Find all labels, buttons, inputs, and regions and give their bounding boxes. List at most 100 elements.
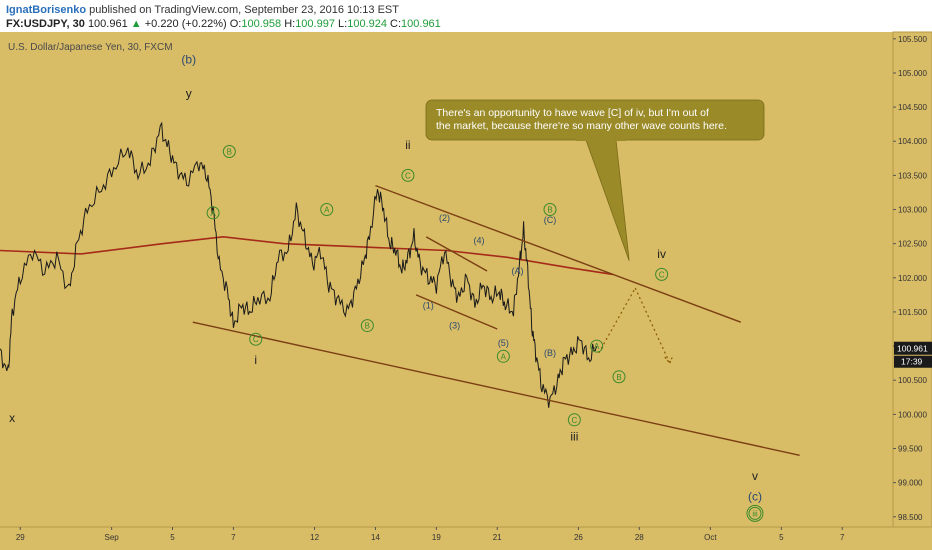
y-tick-label: 102.000 xyxy=(898,274,927,283)
mini-channel-bottom-line xyxy=(415,294,498,330)
x-tick-label: 26 xyxy=(574,533,583,542)
publish-info: published on TradingView.com, September … xyxy=(86,4,399,16)
wave-ring xyxy=(401,168,415,182)
wave-label: (C) xyxy=(544,215,557,225)
wave-label: (2) xyxy=(439,213,450,223)
wave-ring xyxy=(590,339,604,353)
y-tick-label: 103.000 xyxy=(898,206,927,215)
wave-label: iv xyxy=(657,247,666,261)
wave-label-circled: A xyxy=(590,339,604,353)
open-value: 100.958 xyxy=(241,18,282,30)
wave-label-circled: A xyxy=(320,203,334,217)
y-tick-label: 102.500 xyxy=(898,240,927,249)
price-axis xyxy=(892,31,932,528)
lower-channel-line xyxy=(192,321,800,456)
x-tick-label: Oct xyxy=(704,533,717,542)
wave-ring xyxy=(206,206,220,220)
wave-label: C xyxy=(659,270,665,279)
x-tick-label: 21 xyxy=(493,533,502,542)
wave-label: A xyxy=(594,342,600,351)
wave-label-circled: iii xyxy=(746,504,764,522)
chart-title: U.S. Dollar/Japanese Yen, 30, FXCM xyxy=(8,42,173,53)
wave-label-circled: B xyxy=(222,144,236,158)
wave-label: v xyxy=(752,469,758,483)
x-tick-label: 19 xyxy=(432,533,441,542)
wave-label: C xyxy=(405,171,411,180)
x-tick-label: 5 xyxy=(170,533,175,542)
x-tick-label: 12 xyxy=(310,533,319,542)
high-value: 100.997 xyxy=(295,18,335,30)
callout-joint xyxy=(576,138,626,141)
wave-label: y xyxy=(186,87,192,101)
y-tick-label: 99.000 xyxy=(898,479,923,488)
wave-ring xyxy=(222,144,236,158)
projection-arrowhead-icon xyxy=(664,355,674,365)
price-line xyxy=(0,121,598,408)
projection-down-line xyxy=(634,287,671,364)
author-link[interactable]: IgnatBorisenko xyxy=(6,4,87,16)
last-price: 100.961 xyxy=(87,18,128,30)
y-tick-label: 103.500 xyxy=(898,171,927,180)
last-price-tag xyxy=(894,341,932,355)
wave-label: i xyxy=(254,353,257,367)
wave-ring xyxy=(655,267,669,281)
y-tick-label: 101.500 xyxy=(898,308,927,317)
wave-outer-ring xyxy=(746,504,764,522)
close-label: C: xyxy=(390,18,402,30)
time-axis xyxy=(0,527,932,550)
callout-text-line: the market, because there're so many oth… xyxy=(436,120,727,132)
wave-label: (c) xyxy=(748,489,762,503)
wave-ring xyxy=(360,319,374,333)
wave-label: B xyxy=(227,147,232,156)
mini-channel-top-line xyxy=(425,236,488,272)
wave-label: iii xyxy=(752,509,758,518)
wave-label: (5) xyxy=(498,338,509,348)
low-label: L: xyxy=(338,18,348,30)
x-tick-label: 28 xyxy=(635,533,644,542)
x-tick-label: Sep xyxy=(105,533,120,542)
wave-ring xyxy=(543,203,557,217)
wave-ring xyxy=(496,349,510,363)
wave-label-circled: C xyxy=(401,168,415,182)
y-tick-label: 98.500 xyxy=(898,513,923,522)
wave-label-circled: B xyxy=(543,203,557,217)
time-tag xyxy=(894,355,932,368)
wave-label: iii xyxy=(570,429,578,443)
y-tick-label: 105.000 xyxy=(898,69,927,78)
wave-label-circled: A xyxy=(496,349,510,363)
moving-average-line xyxy=(0,235,614,276)
x-tick-label: 7 xyxy=(840,533,845,542)
y-tick-label: 99.500 xyxy=(898,444,923,453)
wave-label-circled: B xyxy=(360,319,374,333)
wave-ring xyxy=(249,332,263,346)
wave-label: x xyxy=(9,411,15,425)
wave-label-circled: C xyxy=(567,413,581,427)
y-tick-label: 104.500 xyxy=(898,103,927,112)
upper-channel-line xyxy=(375,184,742,323)
wave-ring xyxy=(567,413,581,427)
close-value: 100.961 xyxy=(401,18,441,30)
wave-label-circled: B xyxy=(612,370,626,384)
y-tick-label: 105.500 xyxy=(898,35,927,44)
wave-label: B xyxy=(365,322,370,331)
wave-label: A xyxy=(324,206,330,215)
publish-header: IgnatBorisenko published on TradingView.… xyxy=(0,0,932,32)
price-change: +0.220 (+0.22%) xyxy=(144,18,227,30)
y-tick-label: 100.000 xyxy=(898,410,927,419)
wave-label-circled: A xyxy=(206,206,220,220)
wave-label-circled: C xyxy=(249,332,263,346)
publish-line: IgnatBorisenko published on TradingView.… xyxy=(6,4,399,16)
wave-label: B xyxy=(547,206,552,215)
wave-ring xyxy=(320,203,334,217)
x-tick-label: 14 xyxy=(371,533,380,542)
wave-label: C xyxy=(571,416,577,425)
time-tag-label: 17:39 xyxy=(901,357,923,367)
wave-label: (4) xyxy=(473,235,484,245)
low-value: 100.924 xyxy=(347,18,387,30)
wave-label: ii xyxy=(405,138,410,152)
wave-label: (3) xyxy=(449,321,460,331)
x-tick-label: 29 xyxy=(16,533,25,542)
wave-label: (1) xyxy=(423,300,434,310)
